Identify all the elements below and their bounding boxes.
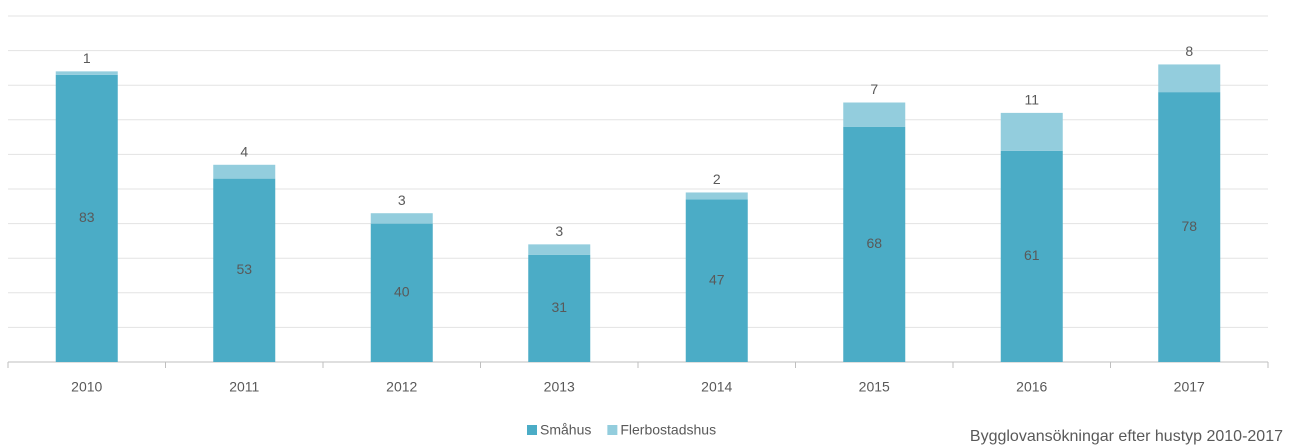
bar-segment — [213, 178, 276, 362]
x-tick-label: 2012 — [386, 379, 417, 395]
value-label: 4 — [240, 143, 248, 159]
x-tick-label: 2015 — [859, 379, 890, 395]
bar-segment — [1158, 64, 1221, 93]
value-label: 61 — [1024, 247, 1040, 263]
bar-segment — [843, 126, 906, 362]
x-tick-label: 2013 — [544, 379, 575, 395]
bar-segment — [213, 164, 276, 179]
value-label: 83 — [79, 209, 95, 225]
x-tick-label: 2016 — [1016, 379, 1047, 395]
value-label: 31 — [551, 299, 567, 315]
value-label: 47 — [709, 271, 725, 287]
bar-segment — [685, 192, 748, 200]
value-label: 78 — [1181, 218, 1197, 234]
value-label: 53 — [236, 261, 252, 277]
value-label: 3 — [398, 192, 406, 208]
x-tick-label: 2014 — [701, 379, 732, 395]
legend-swatch — [607, 425, 618, 435]
value-label: 7 — [870, 81, 878, 97]
bar-segment — [843, 102, 906, 127]
value-label: 3 — [555, 223, 563, 239]
value-label: 68 — [866, 235, 882, 251]
bar-segment — [528, 254, 591, 362]
bar-segment — [55, 71, 118, 75]
bar-segment — [685, 199, 748, 362]
value-label: 2 — [713, 171, 721, 187]
bar-segment — [55, 74, 118, 362]
value-label: 8 — [1185, 43, 1193, 59]
x-tick-label: 2010 — [71, 379, 102, 395]
x-tick-label: 2011 — [229, 379, 259, 395]
legend-swatch — [527, 425, 537, 435]
value-label: 11 — [1024, 92, 1039, 108]
chart-caption: Bygglovansökningar efter hustyp 2010-201… — [970, 428, 1283, 445]
bar-segment — [1000, 112, 1063, 151]
legend-label: Småhus — [540, 422, 591, 438]
value-label: 1 — [83, 50, 91, 66]
legend-label: Flerbostadshus — [620, 422, 716, 438]
bar-segment — [528, 244, 591, 255]
bar-segment — [1158, 92, 1221, 363]
value-label: 40 — [394, 284, 410, 300]
bar-segment — [1000, 150, 1063, 362]
bar-segment — [370, 223, 433, 362]
x-tick-label: 2017 — [1174, 379, 1205, 395]
bar-segment — [370, 213, 433, 224]
